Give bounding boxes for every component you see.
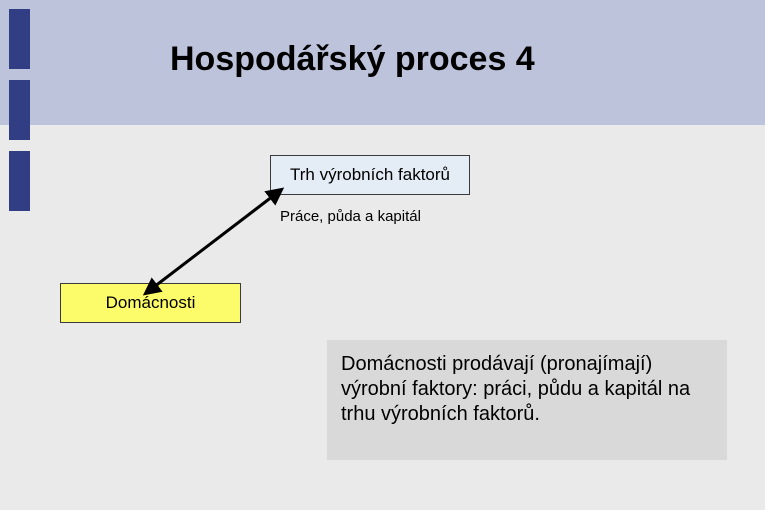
description-box: Domácnosti prodávají (pronajímají) výrob… bbox=[327, 340, 727, 460]
page-title: Hospodářský proces 4 bbox=[170, 40, 535, 79]
sidebar-decor-block bbox=[9, 80, 30, 140]
edge-households-factors bbox=[135, 185, 295, 305]
sidebar-decor-block bbox=[9, 9, 30, 69]
edge-households-factors-label: Práce, půda a kapitál bbox=[280, 208, 450, 227]
node-factors-market-label: Trh výrobních faktorů bbox=[290, 165, 450, 185]
sidebar-decor-block bbox=[9, 151, 30, 211]
node-factors-market: Trh výrobních faktorů bbox=[270, 155, 470, 195]
description-text: Domácnosti prodávají (pronajímají) výrob… bbox=[341, 353, 690, 425]
